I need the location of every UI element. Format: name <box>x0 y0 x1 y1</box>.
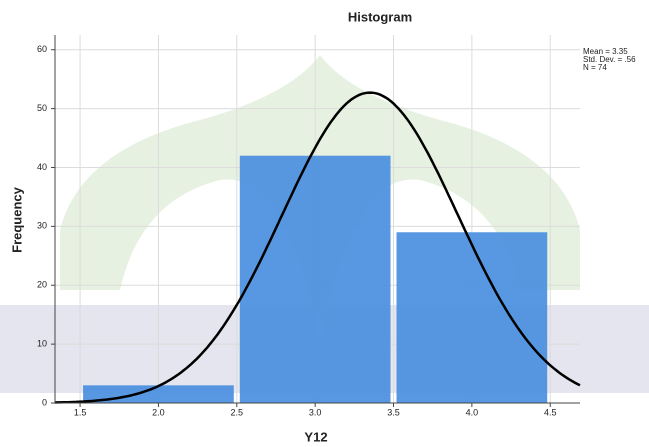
x-tick-label: 3.0 <box>309 407 322 417</box>
y-tick-label: 50 <box>37 103 47 113</box>
bar <box>240 156 391 403</box>
x-tick-label: 1.5 <box>74 407 87 417</box>
y-tick-label: 40 <box>37 162 47 172</box>
x-tick-label: 4.0 <box>466 407 479 417</box>
stat-label: N = 74 <box>583 63 607 72</box>
x-tick-label: 4.5 <box>544 407 557 417</box>
y-tick-label: 20 <box>37 280 47 290</box>
chart: Histogram Y12 Frequency 0 10 20 30 40 50 60 1.5… <box>0 0 649 447</box>
chart-title: Histogram <box>348 9 412 24</box>
y-tick-label: 0 <box>42 397 47 407</box>
bar <box>397 232 548 403</box>
y-tick-label: 60 <box>37 44 47 54</box>
x-axis-label: Y12 <box>304 429 327 444</box>
y-tick-label: 30 <box>37 221 47 231</box>
x-tick-label: 2.0 <box>152 407 165 417</box>
x-tick-label: 3.5 <box>387 407 400 417</box>
y-tick-label: 10 <box>37 338 47 348</box>
x-tick-label: 2.5 <box>231 407 244 417</box>
y-axis-label: Frequency <box>9 186 24 253</box>
